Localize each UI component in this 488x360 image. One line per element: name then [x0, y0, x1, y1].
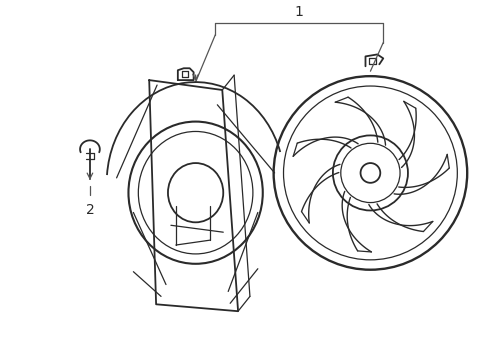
Text: 1: 1: [294, 5, 303, 19]
Text: 2: 2: [85, 203, 94, 217]
